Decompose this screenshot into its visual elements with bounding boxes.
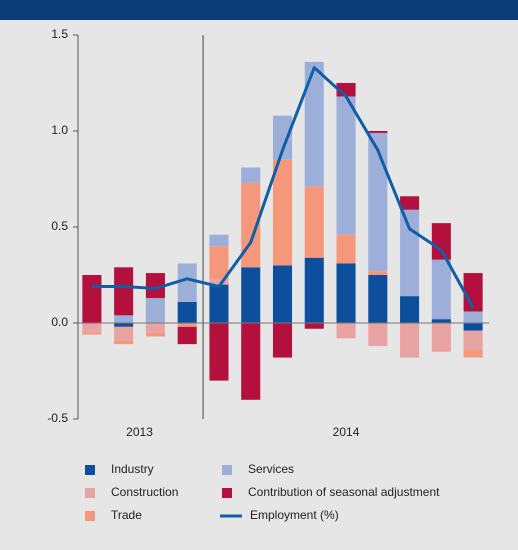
bar-segment bbox=[431, 259, 451, 320]
bar-segment bbox=[114, 326, 134, 341]
bar-segment bbox=[336, 234, 356, 264]
bar-segment bbox=[431, 319, 451, 323]
bar-segment bbox=[82, 332, 102, 335]
bar-segment bbox=[82, 275, 102, 323]
bar-segment bbox=[431, 223, 451, 260]
bar-segment bbox=[114, 267, 134, 316]
bar-segment bbox=[400, 296, 420, 323]
bar-segment bbox=[272, 265, 293, 323]
bar-segment bbox=[241, 267, 261, 323]
bar-segment bbox=[114, 340, 134, 345]
bar-segment bbox=[177, 323, 197, 327]
bar-segment bbox=[400, 196, 420, 210]
bar-segment bbox=[304, 257, 324, 323]
y-tick-label: -0.5 bbox=[47, 411, 68, 425]
bar-segment bbox=[241, 182, 261, 268]
bar-segment bbox=[177, 326, 197, 345]
bar-segment bbox=[463, 330, 483, 350]
legend-swatch bbox=[85, 465, 95, 475]
bar-segment bbox=[368, 131, 388, 133]
bar-segment bbox=[336, 263, 356, 323]
bar-segment bbox=[304, 61, 324, 187]
x-group-label: 2014 bbox=[333, 425, 360, 439]
header-banner bbox=[0, 0, 518, 20]
bar-segment bbox=[368, 275, 388, 323]
legend-swatch bbox=[222, 488, 232, 498]
bar-segment bbox=[177, 263, 197, 302]
bar-segment bbox=[400, 323, 420, 358]
bar-segment bbox=[241, 167, 261, 183]
bar-segment bbox=[368, 132, 388, 272]
bar-segment bbox=[272, 323, 293, 358]
bar-segment bbox=[209, 278, 229, 285]
bar-segment bbox=[368, 323, 388, 347]
bar-segment bbox=[145, 332, 165, 337]
legend-swatch bbox=[85, 488, 95, 498]
bar-segment bbox=[145, 273, 165, 299]
y-tick-label: 0.0 bbox=[51, 315, 68, 329]
bar-segment bbox=[304, 323, 324, 329]
bar-segment bbox=[336, 96, 356, 235]
legend-label: Services bbox=[248, 462, 294, 476]
legend-label: Contribution of seasonal adjustment bbox=[248, 485, 440, 499]
bar-segment bbox=[400, 209, 420, 297]
bar-segment bbox=[209, 246, 229, 279]
legend-label: Trade bbox=[111, 508, 142, 522]
bar-segment bbox=[114, 315, 134, 323]
bar-segment bbox=[304, 186, 324, 258]
bar-segment bbox=[177, 301, 197, 323]
bar-segment bbox=[82, 323, 102, 333]
bar-segment bbox=[463, 311, 483, 323]
bar-segment bbox=[463, 349, 483, 358]
bar-segment bbox=[272, 115, 293, 160]
bar-segment bbox=[209, 234, 229, 247]
legend-swatch bbox=[222, 465, 232, 475]
legend-swatch bbox=[85, 511, 95, 521]
y-tick-label: 0.5 bbox=[51, 219, 68, 233]
bar-segment bbox=[145, 298, 165, 323]
bar-segment bbox=[145, 323, 165, 333]
bar-segment bbox=[272, 159, 293, 266]
y-tick-label: 1.0 bbox=[51, 123, 68, 137]
bar-segment bbox=[209, 323, 229, 381]
bar-segment bbox=[209, 284, 229, 323]
legend-label: Industry bbox=[111, 462, 154, 476]
bar-segment bbox=[431, 323, 451, 352]
line-series bbox=[91, 66, 475, 309]
bar-segment bbox=[114, 323, 134, 327]
legend-label: Employment (%) bbox=[250, 508, 339, 522]
x-group-label: 2013 bbox=[126, 425, 153, 439]
bar-segment bbox=[241, 323, 261, 400]
y-tick-label: 1.5 bbox=[51, 27, 68, 41]
bar-segment bbox=[336, 323, 356, 339]
bar-segment bbox=[368, 271, 388, 275]
bar-segment bbox=[463, 323, 483, 331]
legend-label: Construction bbox=[111, 485, 178, 499]
